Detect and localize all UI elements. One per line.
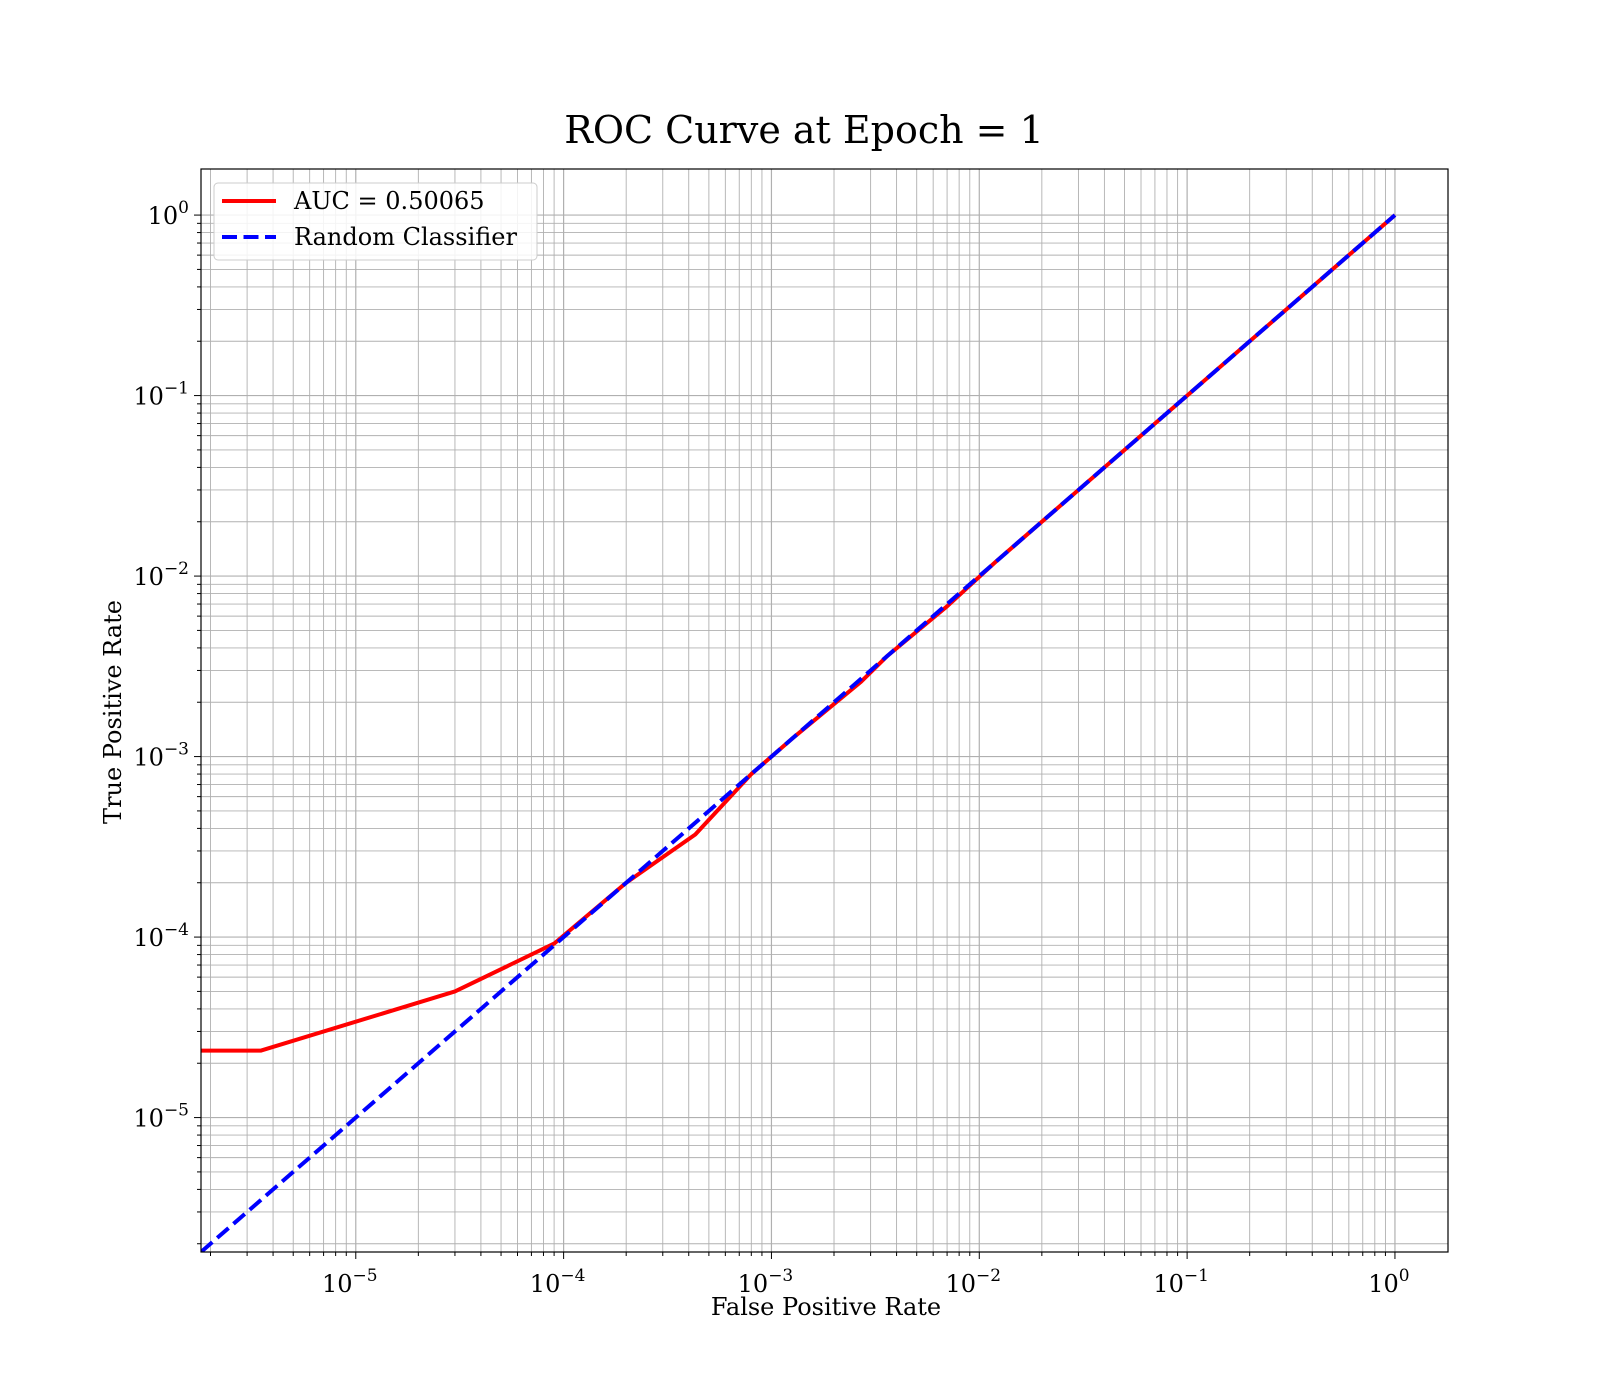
x-tick-label-exponent: −4 <box>560 1266 585 1286</box>
y-tick-label: 100 <box>148 198 189 230</box>
y-tick-label: 10−5 <box>133 1101 189 1133</box>
y-tick-label-base: 10 <box>133 744 164 772</box>
y-tick-label-exponent: −1 <box>164 379 189 399</box>
x-tick-label-exponent: −5 <box>353 1266 378 1286</box>
x-tick-label: 100 <box>1368 1266 1409 1298</box>
x-tick-label-exponent: −1 <box>1184 1266 1209 1286</box>
legend-box <box>213 182 538 261</box>
x-axis-label: False Positive Rate <box>711 1293 941 1321</box>
legend: AUC = 0.50065 Random Classifier <box>213 182 538 261</box>
y-tick-label: 10−2 <box>133 559 189 591</box>
x-tick-label-base: 10 <box>1368 1270 1399 1298</box>
x-tick-label-base: 10 <box>738 1270 769 1298</box>
x-tick-label-exponent: −2 <box>976 1266 1001 1286</box>
legend-label-auc: AUC = 0.50065 <box>293 187 485 215</box>
grid <box>194 169 1448 1259</box>
y-axis-label: True Positive Rate <box>99 600 127 824</box>
x-tick-label: 10−1 <box>1153 1266 1209 1298</box>
y-tick-label: 10−3 <box>133 740 189 772</box>
y-tick-label-exponent: 0 <box>178 198 189 218</box>
series-layer <box>201 213 1397 1252</box>
y-tick-label-exponent: −3 <box>164 740 189 760</box>
plot-frame <box>200 168 1449 1253</box>
x-tick-label-base: 10 <box>322 1270 353 1298</box>
y-tick-label-base: 10 <box>133 924 164 952</box>
x-tick-label: 10−5 <box>322 1266 378 1298</box>
y-tick-label-base: 10 <box>133 1105 164 1133</box>
x-tick-label-exponent: 0 <box>1399 1266 1410 1286</box>
y-tick-label-base: 10 <box>133 563 164 591</box>
x-tick-label-base: 10 <box>945 1270 976 1298</box>
x-tick-label-base: 10 <box>530 1270 561 1298</box>
x-tick-label: 10−2 <box>945 1266 1001 1298</box>
y-tick-label: 10−4 <box>133 920 189 952</box>
x-tick-label-exponent: −3 <box>768 1266 793 1286</box>
chart-title: ROC Curve at Epoch = 1 <box>564 108 1044 152</box>
legend-label-random: Random Classifier <box>294 223 517 251</box>
y-tick-label-exponent: −2 <box>164 559 189 579</box>
y-tick-label-base: 10 <box>148 202 179 230</box>
x-axis-ticks: 10−5 10−4 10−3 10−2 10−1 100 <box>322 1266 1410 1298</box>
series-line-random-classifier <box>201 213 1397 1252</box>
y-tick-label-exponent: −5 <box>164 1101 189 1121</box>
x-tick-label: 10−4 <box>530 1266 586 1298</box>
y-tick-label-exponent: −4 <box>164 920 189 940</box>
y-tick-label: 10−1 <box>133 379 189 411</box>
x-tick-label: 10−3 <box>738 1266 794 1298</box>
x-tick-label-base: 10 <box>1153 1270 1184 1298</box>
y-tick-label-base: 10 <box>133 383 164 411</box>
